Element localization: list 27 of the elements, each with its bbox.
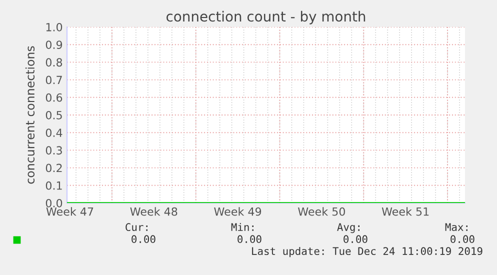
y-axis-title: concurrent connections [25, 46, 35, 184]
y-tick-label: 0.3 [46, 146, 62, 155]
text: 0.00 [238, 235, 262, 244]
text: Cur: [126, 223, 148, 232]
text: Last update: Tue Dec 24 11:00:19 2019 [252, 246, 482, 258]
text: Avg: [337, 223, 360, 234]
y-tick-label: 0.1 [46, 181, 62, 190]
y-tick-label: 1.0 [46, 22, 62, 32]
text: Max: [445, 223, 468, 232]
text: 0.00 [132, 235, 156, 244]
y-tick-label: 0.9 [46, 40, 62, 49]
text: 0.00 [344, 235, 368, 244]
y-tick-label: 0.0 [46, 198, 62, 208]
chart-title: connection count - by month [166, 10, 366, 24]
text: Min: [231, 222, 254, 231]
x-tick-label: Week 50 [298, 207, 345, 216]
text: 0.00 [450, 235, 474, 244]
y-tick-label: 0.4 [46, 128, 62, 137]
x-tick-label: Week 49 [214, 207, 262, 216]
y-tick-label: 0.7 [46, 76, 62, 84]
y-tick-label: 0.8 [46, 58, 62, 67]
y-tick-label: 0.2 [46, 164, 62, 172]
x-tick-label: Week 51 [382, 207, 429, 216]
y-tick-label: 0.5 [46, 110, 62, 120]
y-tick-label: 0.6 [46, 93, 62, 102]
x-tick-label: Week 47 [46, 207, 94, 216]
x-tick-label: Week 48 [130, 207, 178, 216]
